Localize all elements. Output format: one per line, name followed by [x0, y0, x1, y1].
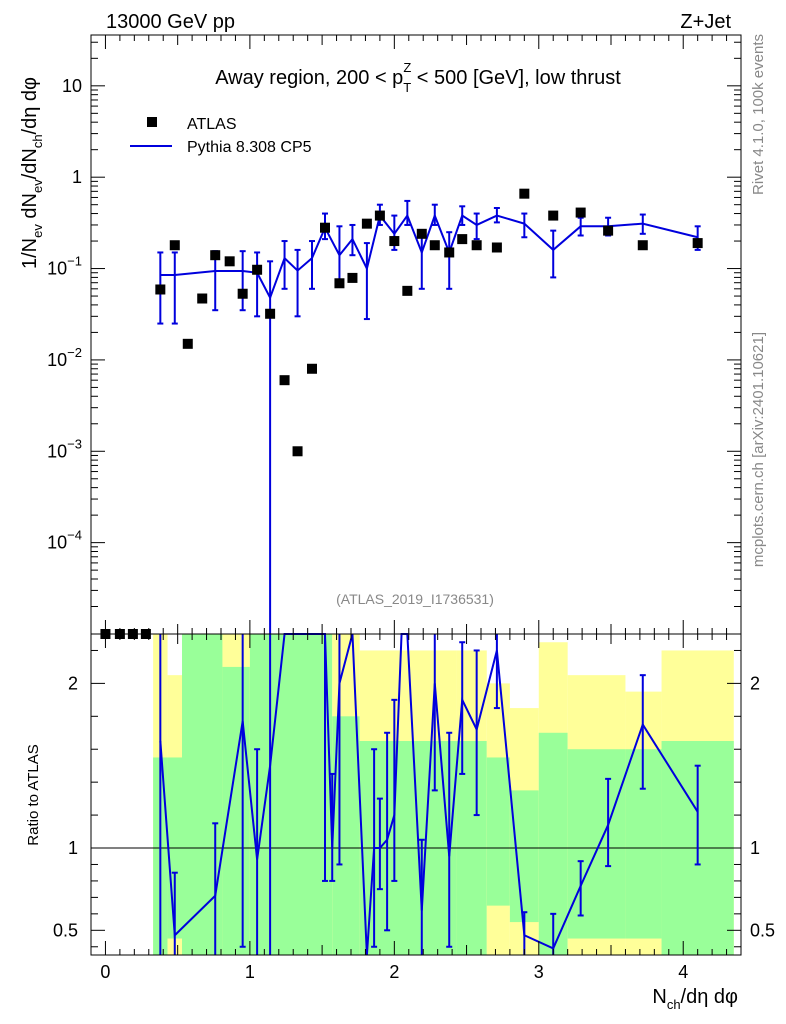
lower-frame	[90, 633, 742, 956]
legend-data-marker	[147, 117, 157, 127]
header-energy: 13000 GeV pp	[106, 11, 235, 33]
legend-mc-label: Pythia 8.308 CP5	[187, 139, 312, 156]
ratio-plot-marks	[91, 633, 741, 956]
upper-ytick-label-3: 10−2	[47, 345, 82, 370]
lower-ytick-label-left-2: 2	[68, 673, 78, 693]
mc-ratio-line	[159, 633, 699, 956]
band-inner-11	[567, 749, 626, 939]
upper-ytick-base: 10	[47, 441, 67, 461]
xlabel-part-2: ch	[667, 997, 681, 1012]
upper-ytick-label-2: 10−1	[47, 254, 82, 279]
lower-ytick-label-right-2: 2	[750, 673, 760, 693]
upper-ytick-exponent: −2	[67, 345, 82, 360]
side-rivet-label: Rivet 4.1.0, 100k events	[750, 34, 767, 195]
plot-title-sup: Z	[403, 60, 411, 75]
data-point-27	[471, 240, 482, 251]
data-point-18	[347, 272, 358, 283]
data-point-6	[182, 338, 193, 349]
plot-title-post: < 500 [GeV], low thrust	[411, 67, 621, 89]
xtick-label-0: 0	[100, 962, 110, 982]
upper-ytick-base: 10	[47, 350, 67, 370]
band-inner-9	[509, 790, 539, 923]
data-point-32	[603, 225, 614, 236]
upper-ytick-base: 10	[47, 533, 67, 553]
data-point-7	[197, 293, 208, 304]
header-process: Z+Jet	[680, 11, 731, 33]
xtick-label-2: 2	[389, 962, 399, 982]
data-point-29	[519, 188, 530, 199]
band-inner-2	[182, 634, 223, 955]
lower-ytick-label-right-0: 0.5	[750, 920, 775, 940]
plot-title-sub: T	[403, 80, 411, 95]
xtick-label-1: 1	[245, 962, 255, 982]
legend-data-label: ATLAS	[187, 116, 237, 133]
data-point-31	[575, 207, 586, 218]
data-point-19	[361, 218, 372, 229]
data-point-12	[265, 308, 276, 319]
data-point-14	[292, 446, 303, 457]
lower-y-label: Ratio to ATLAS	[25, 744, 42, 845]
upper-ytick-label-1: 1	[72, 167, 82, 187]
band-inner-8	[486, 757, 510, 906]
xtick-label-3: 3	[534, 962, 544, 982]
data-point-22	[402, 285, 413, 296]
data-point-33	[637, 240, 648, 251]
upper-ytick-base: 1	[72, 167, 82, 187]
upper-ytick-exponent: −4	[67, 528, 82, 543]
data-point-23	[416, 228, 427, 239]
lower-ytick-label-right-1: 1	[750, 838, 760, 858]
xlabel-part-1: N	[652, 986, 666, 1008]
data-point-34	[692, 238, 703, 249]
ylabel-part-4: ev	[30, 179, 45, 193]
upper-ytick-exponent: −3	[67, 436, 82, 451]
upper-ytick-exponent: −1	[67, 254, 82, 269]
data-point-13	[279, 375, 290, 386]
upper-ytick-label-5: 10−4	[47, 528, 82, 553]
mc-line	[160, 212, 698, 301]
upper-ytick-label-4: 10−3	[47, 436, 82, 461]
analysis-watermark: (ATLAS_2019_I1736531)	[336, 591, 494, 607]
data-point-16	[320, 222, 330, 233]
band-inner-4	[249, 634, 333, 955]
data-point-24	[429, 240, 440, 251]
lower-ytick-label-left-1: 1	[68, 838, 78, 858]
data-point-25	[444, 247, 455, 258]
ylabel-part-6: ch	[30, 134, 45, 148]
upper-ytick-base: 10	[62, 76, 82, 96]
data-point-15	[307, 363, 317, 374]
ylabel-part-5: /dN	[19, 148, 41, 179]
lower-ytick-label-left-0: 0.5	[53, 920, 78, 940]
ylabel-part-1: 1/N	[19, 238, 41, 269]
band-inner-3	[222, 666, 250, 955]
upper-ytick-base: 10	[47, 259, 67, 279]
data-point-30	[548, 210, 559, 221]
ylabel-part-3: dN	[19, 193, 41, 224]
data-point-9	[224, 256, 235, 267]
upper-plot-marks	[100, 188, 703, 639]
upper-ytick-label-0: 10	[62, 76, 82, 96]
plot-title: Away region, 200 < pZ T < 500 [GeV], low …	[215, 60, 621, 95]
upper-y-label: 1/Nev dNev/dNch/dη dφ	[19, 77, 45, 269]
data-point-8	[210, 250, 221, 261]
ylabel-part-2: ev	[30, 224, 45, 238]
side-mcplots-label: mcplots.cern.ch [arXiv:2401.10621]	[750, 332, 767, 567]
data-point-28	[491, 242, 502, 253]
ylabel-part-7: /dη dφ	[19, 77, 41, 134]
xlabel-part-3: /dη dφ	[681, 986, 738, 1008]
data-point-21	[389, 236, 400, 247]
x-axis-label: Nch/dη dφ	[652, 986, 738, 1012]
plot-title-pre: Away region, 200 < p	[215, 67, 403, 89]
xtick-label-4: 4	[678, 962, 688, 982]
data-point-26	[457, 234, 468, 245]
data-point-5	[169, 240, 180, 251]
data-point-10	[237, 288, 248, 299]
data-point-11	[252, 264, 263, 275]
data-point-20	[374, 210, 385, 221]
data-point-17	[334, 278, 345, 289]
data-point-4	[155, 284, 166, 295]
